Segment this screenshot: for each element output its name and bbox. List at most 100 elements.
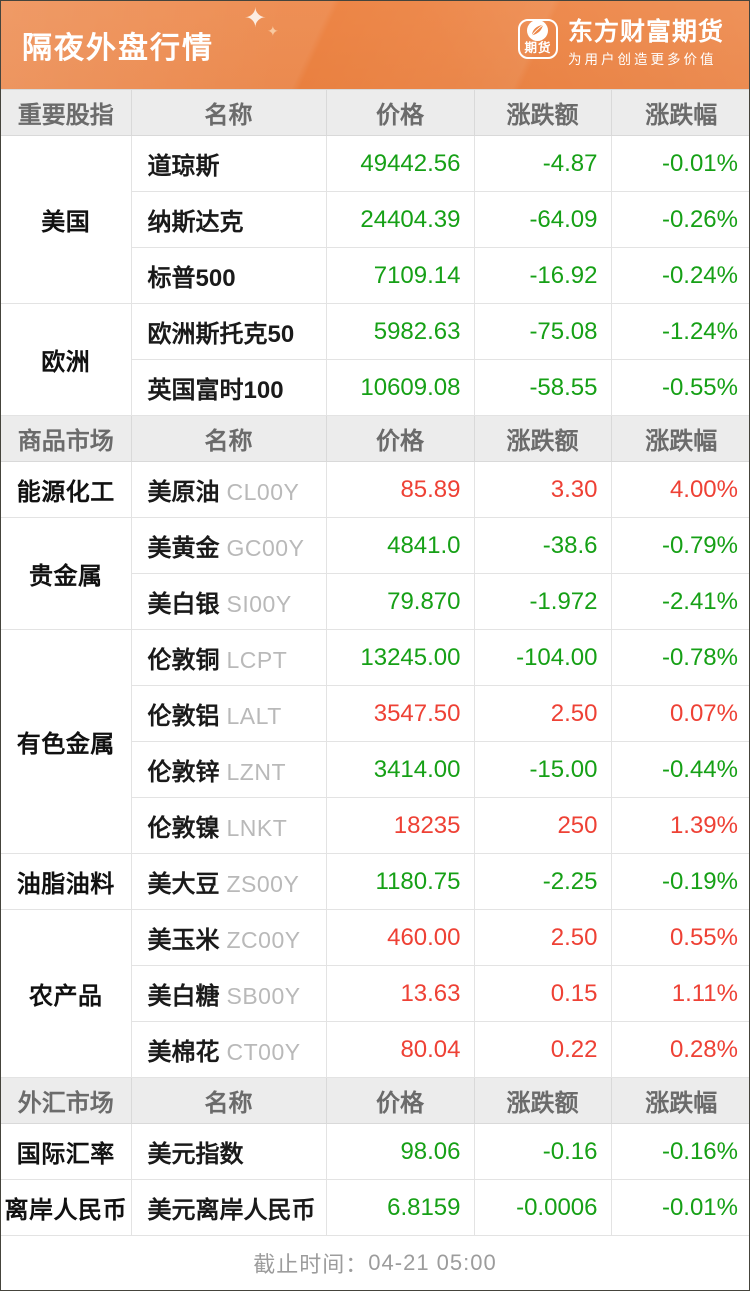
price-cell: 18235 <box>325 797 475 854</box>
instrument-name: 欧洲斯托克50 <box>147 321 295 348</box>
column-header: 价格 <box>325 415 475 462</box>
instrument-name: 伦敦铜 <box>147 647 220 674</box>
category-cell: 能源化工 <box>1 461 132 518</box>
pct-cell: 0.07% <box>610 685 749 742</box>
instrument-name: 伦敦铝 <box>147 703 220 730</box>
table-row: 国际汇率 美元指数 98.06 -0.16 -0.16% <box>1 1123 749 1180</box>
name-cell: 道琼斯 <box>130 135 327 192</box>
instrument-name: 美白糖 <box>147 983 220 1010</box>
brand-logo: 期货 东方财富期货 为用户创造更多价值 <box>517 18 724 68</box>
table-row: 能源化工 美原油 CL00Y 85.89 3.30 4.00% <box>1 461 749 518</box>
section-header-row: 外汇市场 名称 价格 涨跌额 涨跌幅 <box>1 1077 749 1124</box>
name-cell: 美玉米 ZC00Y <box>130 909 327 966</box>
footer: 截止时间： 04-21 05:00 <box>1 1236 749 1290</box>
name-cell: 英国富时100 <box>131 359 327 416</box>
brand-name: 东方财富期货 <box>567 18 724 46</box>
change-cell: -0.0006 <box>473 1179 612 1236</box>
name-cell: 美原油 CL00Y <box>130 461 327 518</box>
category-cell: 油脂油料 <box>1 853 132 910</box>
ticker-code: CT00Y <box>226 1039 301 1065</box>
change-cell: -15.00 <box>473 741 612 798</box>
ticker-code: SI00Y <box>226 591 292 617</box>
price-cell: 6.8159 <box>325 1179 475 1236</box>
column-header: 涨跌额 <box>473 415 612 462</box>
column-header: 名称 <box>130 89 327 136</box>
column-header: 名称 <box>130 415 327 462</box>
column-header: 涨跌幅 <box>610 89 749 136</box>
instrument-name: 美黄金 <box>147 535 220 562</box>
column-header: 价格 <box>325 1077 475 1124</box>
table-row: 离岸人民币 美元离岸人民币 6.8159 -0.0006 -0.01% <box>1 1179 749 1236</box>
pct-cell: -0.24% <box>610 247 749 304</box>
table-row: 纳斯达克 24404.39 -64.09 -0.26% <box>1 191 749 248</box>
name-cell: 美白糖 SB00Y <box>131 965 327 1022</box>
price-cell: 10609.08 <box>325 359 475 416</box>
instrument-name: 伦敦镍 <box>147 815 220 842</box>
badge-label: 期货 <box>524 41 552 55</box>
name-cell: 伦敦铝 LALT <box>131 685 327 742</box>
category-cell: 农产品 <box>1 909 132 1078</box>
category-cell: 有色金属 <box>1 629 132 854</box>
category-cell: 离岸人民币 <box>1 1179 132 1236</box>
ticker-code: LCPT <box>226 647 288 673</box>
name-cell: 美大豆 ZS00Y <box>130 853 327 910</box>
instrument-name: 美元离岸人民币 <box>147 1197 316 1224</box>
table-row: 美国 道琼斯 49442.56 -4.87 -0.01% <box>1 135 749 304</box>
change-cell: -104.00 <box>473 629 612 686</box>
section-header-row: 重要股指 名称 价格 涨跌额 涨跌幅 <box>1 89 749 136</box>
change-cell: -75.08 <box>473 303 612 360</box>
pct-cell: -0.55% <box>610 359 749 416</box>
section-title: 商品市场 <box>1 415 132 462</box>
price-cell: 5982.63 <box>325 303 475 360</box>
banner: 隔夜外盘行情 ✦ ✦ 期货 东方财富期货 为用户创造更多价值 <box>1 1 749 89</box>
leaf-icon <box>527 20 549 41</box>
column-header: 价格 <box>325 89 475 136</box>
price-cell: 24404.39 <box>325 191 475 248</box>
table-row: 伦敦铝 LALT 3547.50 2.50 0.07% <box>1 685 749 742</box>
sparkle-icon: ✦ <box>267 23 279 39</box>
pct-cell: -0.01% <box>610 1179 749 1236</box>
instrument-name: 标普500 <box>147 265 236 292</box>
ticker-code: LZNT <box>226 759 286 785</box>
pct-cell: -1.24% <box>610 303 749 360</box>
ticker-code: CL00Y <box>226 479 300 505</box>
price-cell: 3547.50 <box>325 685 475 742</box>
ticker-code: SB00Y <box>226 983 301 1009</box>
ticker-code: LALT <box>226 703 282 729</box>
price-cell: 4841.0 <box>325 517 475 574</box>
change-cell: 250 <box>473 797 612 854</box>
quotes-table: 重要股指 名称 价格 涨跌额 涨跌幅 美国 道琼斯 49442.56 -4.87 -0.01% 纳斯… <box>1 89 749 1236</box>
instrument-name: 纳斯达克 <box>147 209 244 236</box>
change-cell: -16.92 <box>473 247 612 304</box>
name-cell: 伦敦铜 LCPT <box>130 629 327 686</box>
table-row: 欧洲 欧洲斯托克50 5982.63 -75.08 -1.24% <box>1 303 749 416</box>
price-cell: 80.04 <box>325 1021 475 1078</box>
pct-cell: -0.19% <box>610 853 749 910</box>
name-cell: 欧洲斯托克50 <box>130 303 327 360</box>
pct-cell: -0.44% <box>610 741 749 798</box>
price-cell: 7109.14 <box>325 247 475 304</box>
section-title: 重要股指 <box>1 89 132 136</box>
change-cell: -2.25 <box>473 853 612 910</box>
name-cell: 美白银 SI00Y <box>131 573 327 630</box>
instrument-name: 道琼斯 <box>147 153 220 180</box>
category-cell: 美国 <box>1 135 132 304</box>
price-cell: 79.870 <box>325 573 475 630</box>
page-title: 隔夜外盘行情 <box>22 32 214 65</box>
name-cell: 美黄金 GC00Y <box>130 517 327 574</box>
instrument-name: 美玉米 <box>147 927 220 954</box>
name-cell: 美棉花 CT00Y <box>131 1021 327 1078</box>
pct-cell: 1.39% <box>610 797 749 854</box>
change-cell: -58.55 <box>473 359 612 416</box>
ticker-code: ZC00Y <box>226 927 301 953</box>
pct-cell: 0.28% <box>610 1021 749 1078</box>
pct-cell: -0.01% <box>610 135 749 192</box>
change-cell: 0.15 <box>473 965 612 1022</box>
pct-cell: -0.78% <box>610 629 749 686</box>
column-header: 涨跌额 <box>473 89 612 136</box>
pct-cell: 1.11% <box>610 965 749 1022</box>
column-header: 涨跌额 <box>473 1077 612 1124</box>
instrument-name: 英国富时100 <box>147 377 284 404</box>
change-cell: 3.30 <box>473 461 612 518</box>
